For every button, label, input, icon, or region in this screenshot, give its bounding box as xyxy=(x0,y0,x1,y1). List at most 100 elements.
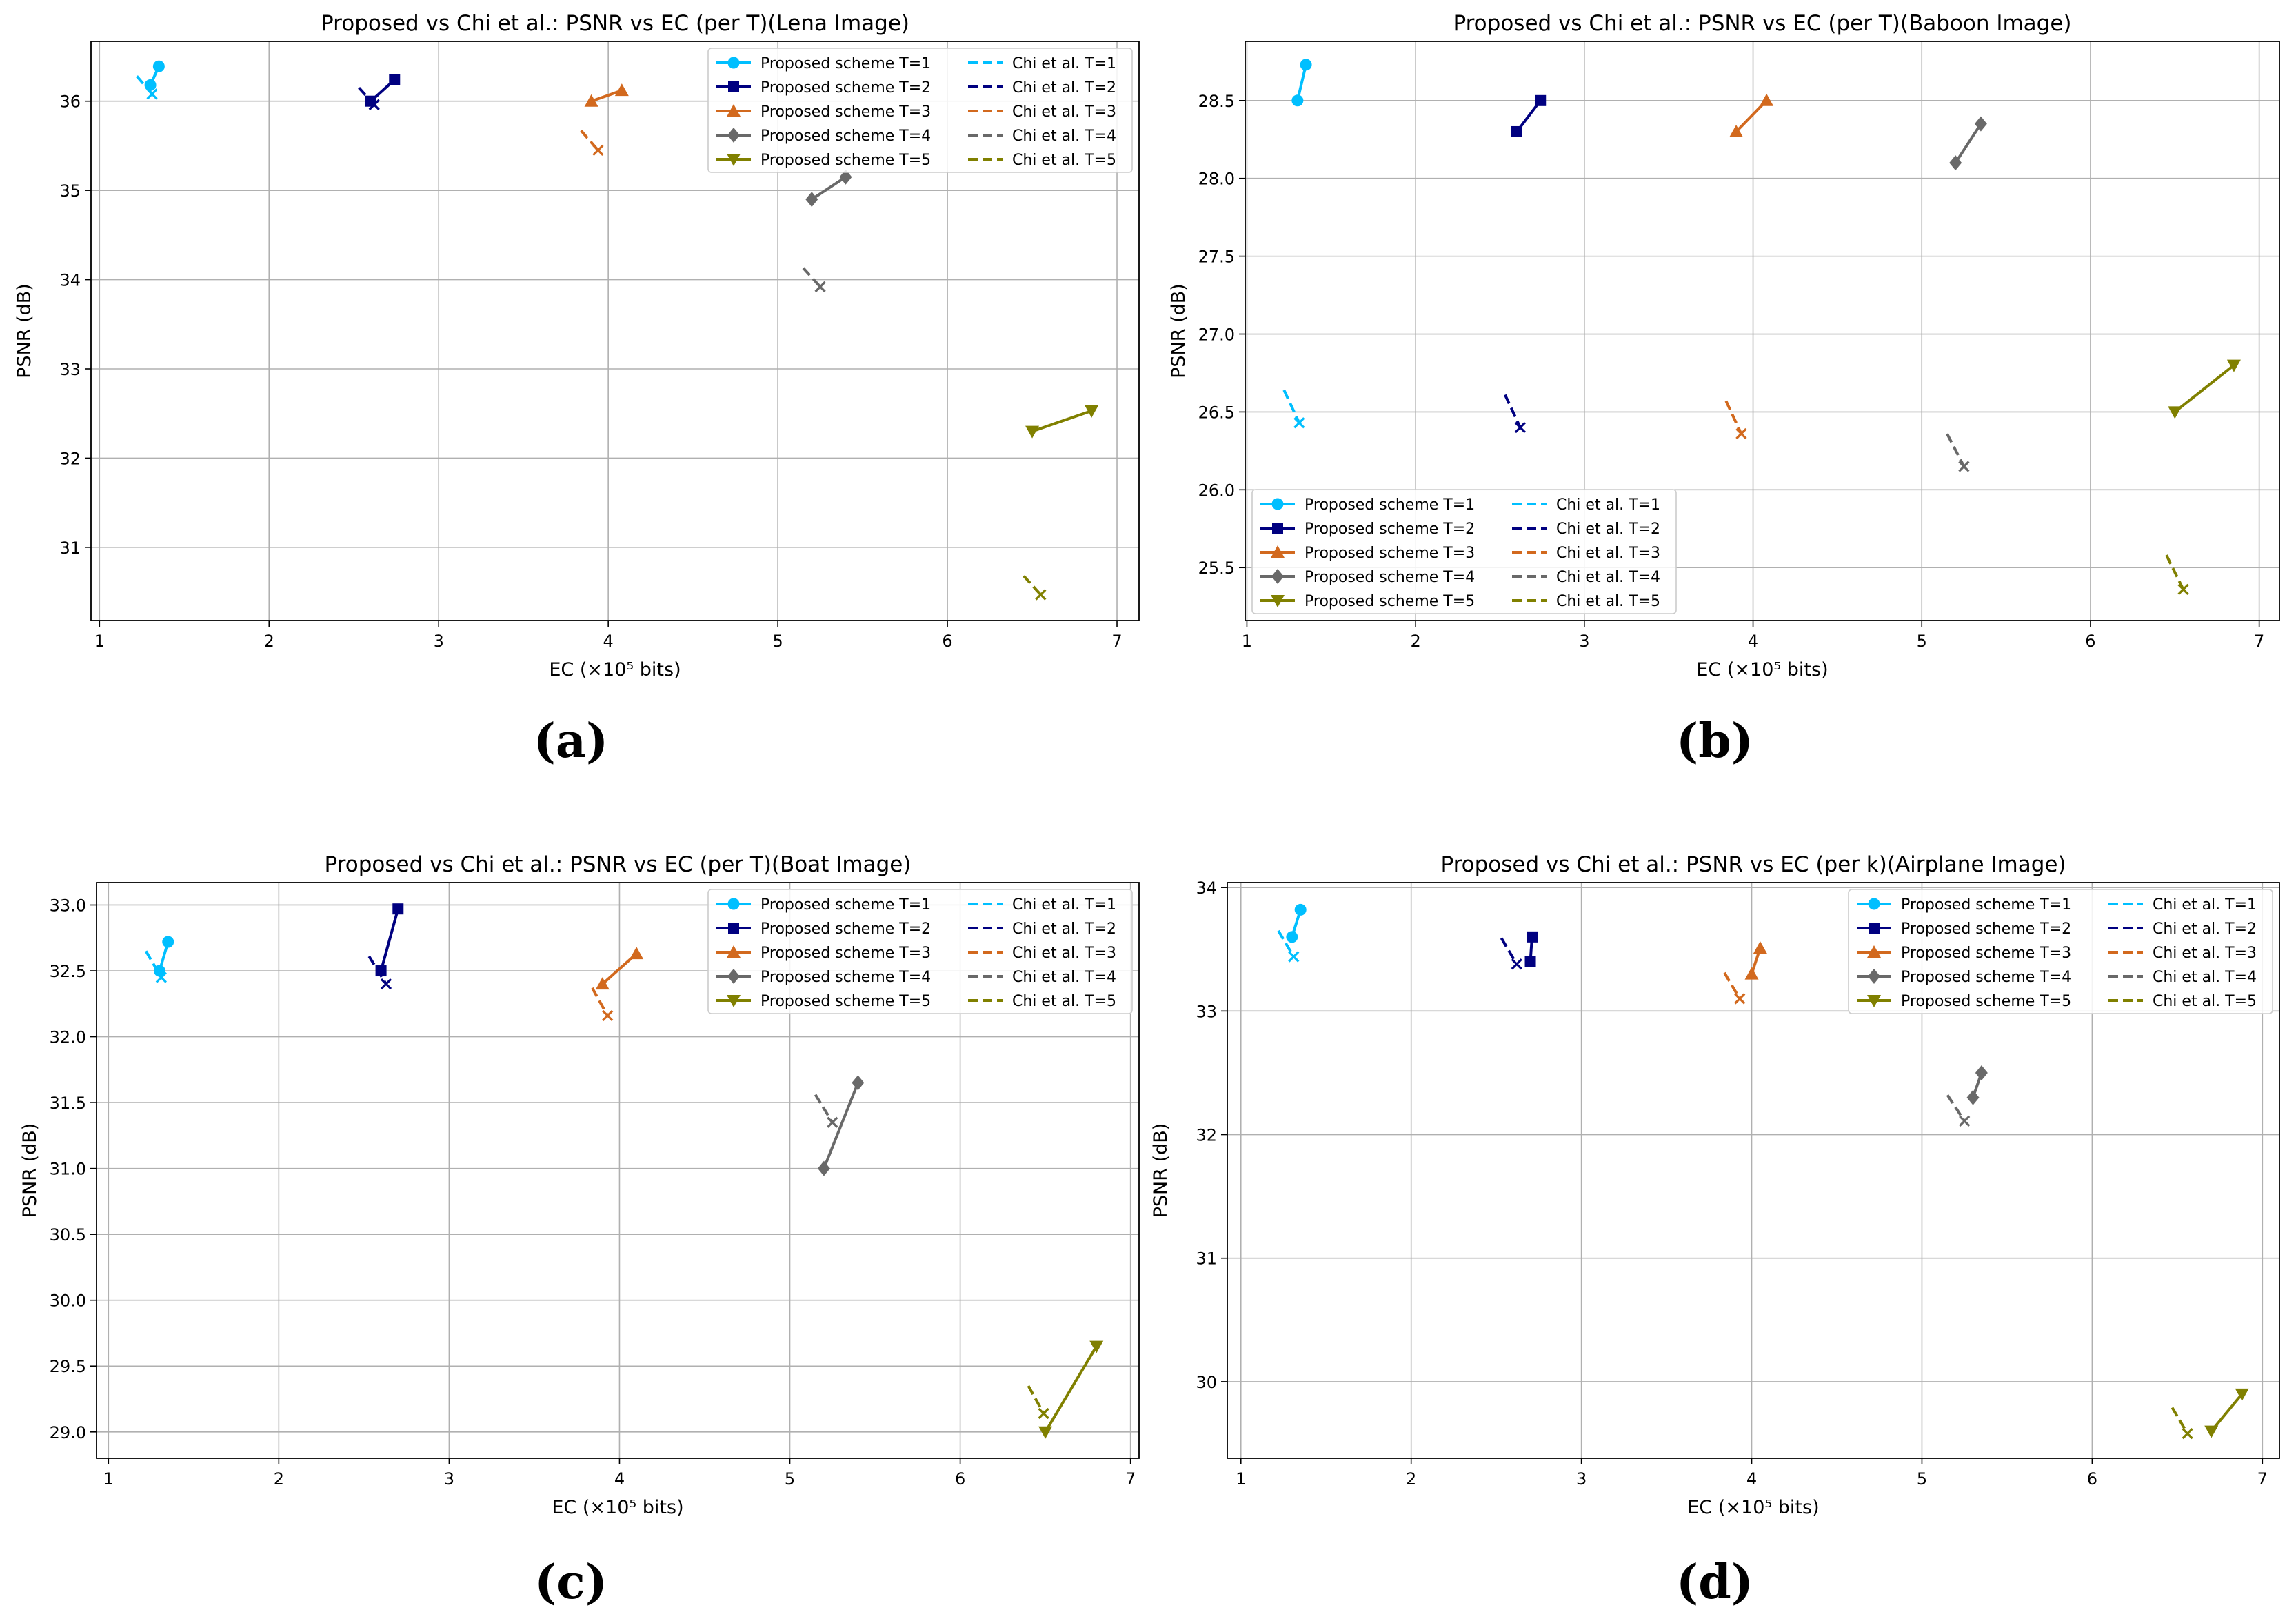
y-axis-ticks: 29.0 29.5 30.0 30.5 31.0 31.5 32.0 32.5 33.0 xyxy=(50,896,97,1442)
legend: Proposed scheme T=1 Proposed scheme T=2 Pr… xyxy=(707,48,1133,173)
series-7 xyxy=(1500,937,1522,970)
chart-title: Proposed vs Chi et al.: PSNR vs EC (per … xyxy=(1453,11,2071,36)
chart-c: 1 2 3 4 5 6 7 29.0 29.5 30.0 30.5 31.0 31.5 32.0 32.5 3… xyxy=(19,852,1140,1518)
x-tick-label: 5 xyxy=(1917,632,1927,651)
x-axis-label: EC (×10⁵ bits) xyxy=(549,659,681,681)
data-point xyxy=(817,1160,830,1176)
data-point xyxy=(839,169,852,185)
legend-item: Proposed scheme T=3 xyxy=(716,945,931,962)
data-point xyxy=(630,947,644,960)
x-tick-label: 3 xyxy=(1579,632,1589,651)
plot-frame xyxy=(1227,882,2280,1459)
data-point xyxy=(162,936,174,948)
x-tick-label: 1 xyxy=(103,1469,114,1489)
legend: Proposed scheme T=1 Proposed scheme T=2 Pr… xyxy=(707,889,1133,1014)
legend-label: Chi et al. T=1 xyxy=(1012,896,1116,914)
series-line xyxy=(1282,389,1301,424)
x-tick-label: 1 xyxy=(1242,632,1252,651)
data-point xyxy=(595,977,610,990)
data-point xyxy=(1085,405,1099,418)
legend-label: Proposed scheme T=1 xyxy=(1305,496,1475,514)
x-tick-label: 5 xyxy=(772,632,783,651)
legend-box xyxy=(707,889,1133,1014)
legend-marker xyxy=(727,945,741,958)
legend-marker xyxy=(1272,523,1283,534)
legend-item: Proposed scheme T=2 xyxy=(1260,521,1475,538)
series-line xyxy=(2171,1407,2189,1435)
legend: Proposed scheme T=1 Proposed scheme T=2 Pr… xyxy=(1848,889,2273,1014)
legend-label: Chi et al. T=2 xyxy=(1012,920,1116,938)
legend-item: Chi et al. T=5 xyxy=(968,152,1116,169)
legend-item: Chi et al. T=3 xyxy=(2108,945,2257,962)
data-point xyxy=(1974,116,1987,132)
data-point xyxy=(1038,1426,1053,1439)
plot-frame xyxy=(96,882,1140,1459)
legend-item: Chi et al. T=2 xyxy=(1512,521,1660,538)
legend-marker xyxy=(727,995,741,1007)
y-tick-label: 31 xyxy=(59,538,81,558)
legend-label: Chi et al. T=5 xyxy=(1556,593,1660,610)
legend-label: Proposed scheme T=3 xyxy=(1901,945,2071,962)
series-8 xyxy=(580,130,604,157)
series-line xyxy=(1954,123,1982,164)
y-axis-ticks: 31 32 33 34 35 36 xyxy=(59,92,91,558)
y-tick-label: 34 xyxy=(59,271,81,290)
legend-label: Proposed scheme T=3 xyxy=(761,945,931,962)
series-9 xyxy=(802,267,826,293)
chart-b: 1 2 3 4 5 6 7 25.5 26.0 26.5 27.0 27.5 28.0 28.5 Propo… xyxy=(1168,11,2280,681)
legend-item: Chi et al. T=5 xyxy=(968,993,1116,1010)
legend-box xyxy=(1848,889,2273,1014)
series-5 xyxy=(1038,1340,1104,1439)
series-4 xyxy=(817,1075,865,1176)
legend-item: Proposed scheme T=4 xyxy=(1260,569,1475,586)
legend-label: Proposed scheme T=3 xyxy=(761,103,931,121)
x-tick-label: 1 xyxy=(1236,1469,1246,1489)
legend-label: Proposed scheme T=4 xyxy=(1901,969,2071,986)
legend-item: Proposed scheme T=1 xyxy=(1260,496,1475,514)
data-point xyxy=(1025,425,1040,439)
x-tick-label: 6 xyxy=(942,632,952,651)
series-line xyxy=(1027,1385,1045,1415)
legend-label: Chi et al. T=4 xyxy=(2153,969,2257,986)
x-tick-label: 4 xyxy=(1748,632,1758,651)
series-line xyxy=(1031,409,1092,433)
legend-marker xyxy=(1868,969,1880,984)
legend-item: Chi et al. T=1 xyxy=(1512,496,1660,514)
series-9 xyxy=(814,1094,838,1128)
legend-label: Chi et al. T=2 xyxy=(1556,521,1660,538)
x-axis-ticks: 1 2 3 4 5 6 7 xyxy=(1242,621,2264,651)
data-point xyxy=(1526,931,1538,943)
y-tick-label: 31.0 xyxy=(50,1160,86,1179)
data-point xyxy=(1760,93,1774,106)
legend-label: Proposed scheme T=5 xyxy=(1305,593,1475,610)
data-point xyxy=(2235,1388,2249,1401)
data-point xyxy=(2177,583,2189,595)
legend-label: Chi et al. T=3 xyxy=(1012,103,1116,121)
legend-item: Proposed scheme T=5 xyxy=(1857,993,2071,1010)
x-tick-label: 5 xyxy=(1917,1469,1927,1489)
series-line xyxy=(367,955,387,985)
panel-label-d: (d) xyxy=(1676,1555,1753,1610)
data-point xyxy=(1735,427,1747,440)
legend-label: Proposed scheme T=5 xyxy=(761,152,931,169)
data-point xyxy=(1524,956,1536,967)
data-point xyxy=(1291,94,1304,107)
series-9 xyxy=(1946,1094,1971,1127)
x-tick-label: 2 xyxy=(1406,1469,1416,1489)
legend-label: Proposed scheme T=4 xyxy=(761,128,931,145)
x-tick-label: 6 xyxy=(2087,1469,2097,1489)
data-point xyxy=(1535,94,1547,106)
legend-item: Chi et al. T=3 xyxy=(1512,545,1660,562)
legend-label: Chi et al. T=3 xyxy=(1556,545,1660,562)
y-axis-ticks: 30 31 32 33 34 xyxy=(1196,878,1227,1392)
legend-marker xyxy=(1869,923,1880,934)
legend-item: Proposed scheme T=1 xyxy=(716,896,931,914)
x-tick-label: 5 xyxy=(785,1469,795,1489)
y-tick-label: 35 xyxy=(59,181,81,201)
data-point xyxy=(1293,417,1305,429)
legend-item: Proposed scheme T=1 xyxy=(716,55,931,72)
plot-frame xyxy=(1245,41,2280,621)
chart-title: Proposed vs Chi et al.: PSNR vs EC (per … xyxy=(1440,852,2066,877)
legend-item: Chi et al. T=2 xyxy=(968,79,1116,97)
